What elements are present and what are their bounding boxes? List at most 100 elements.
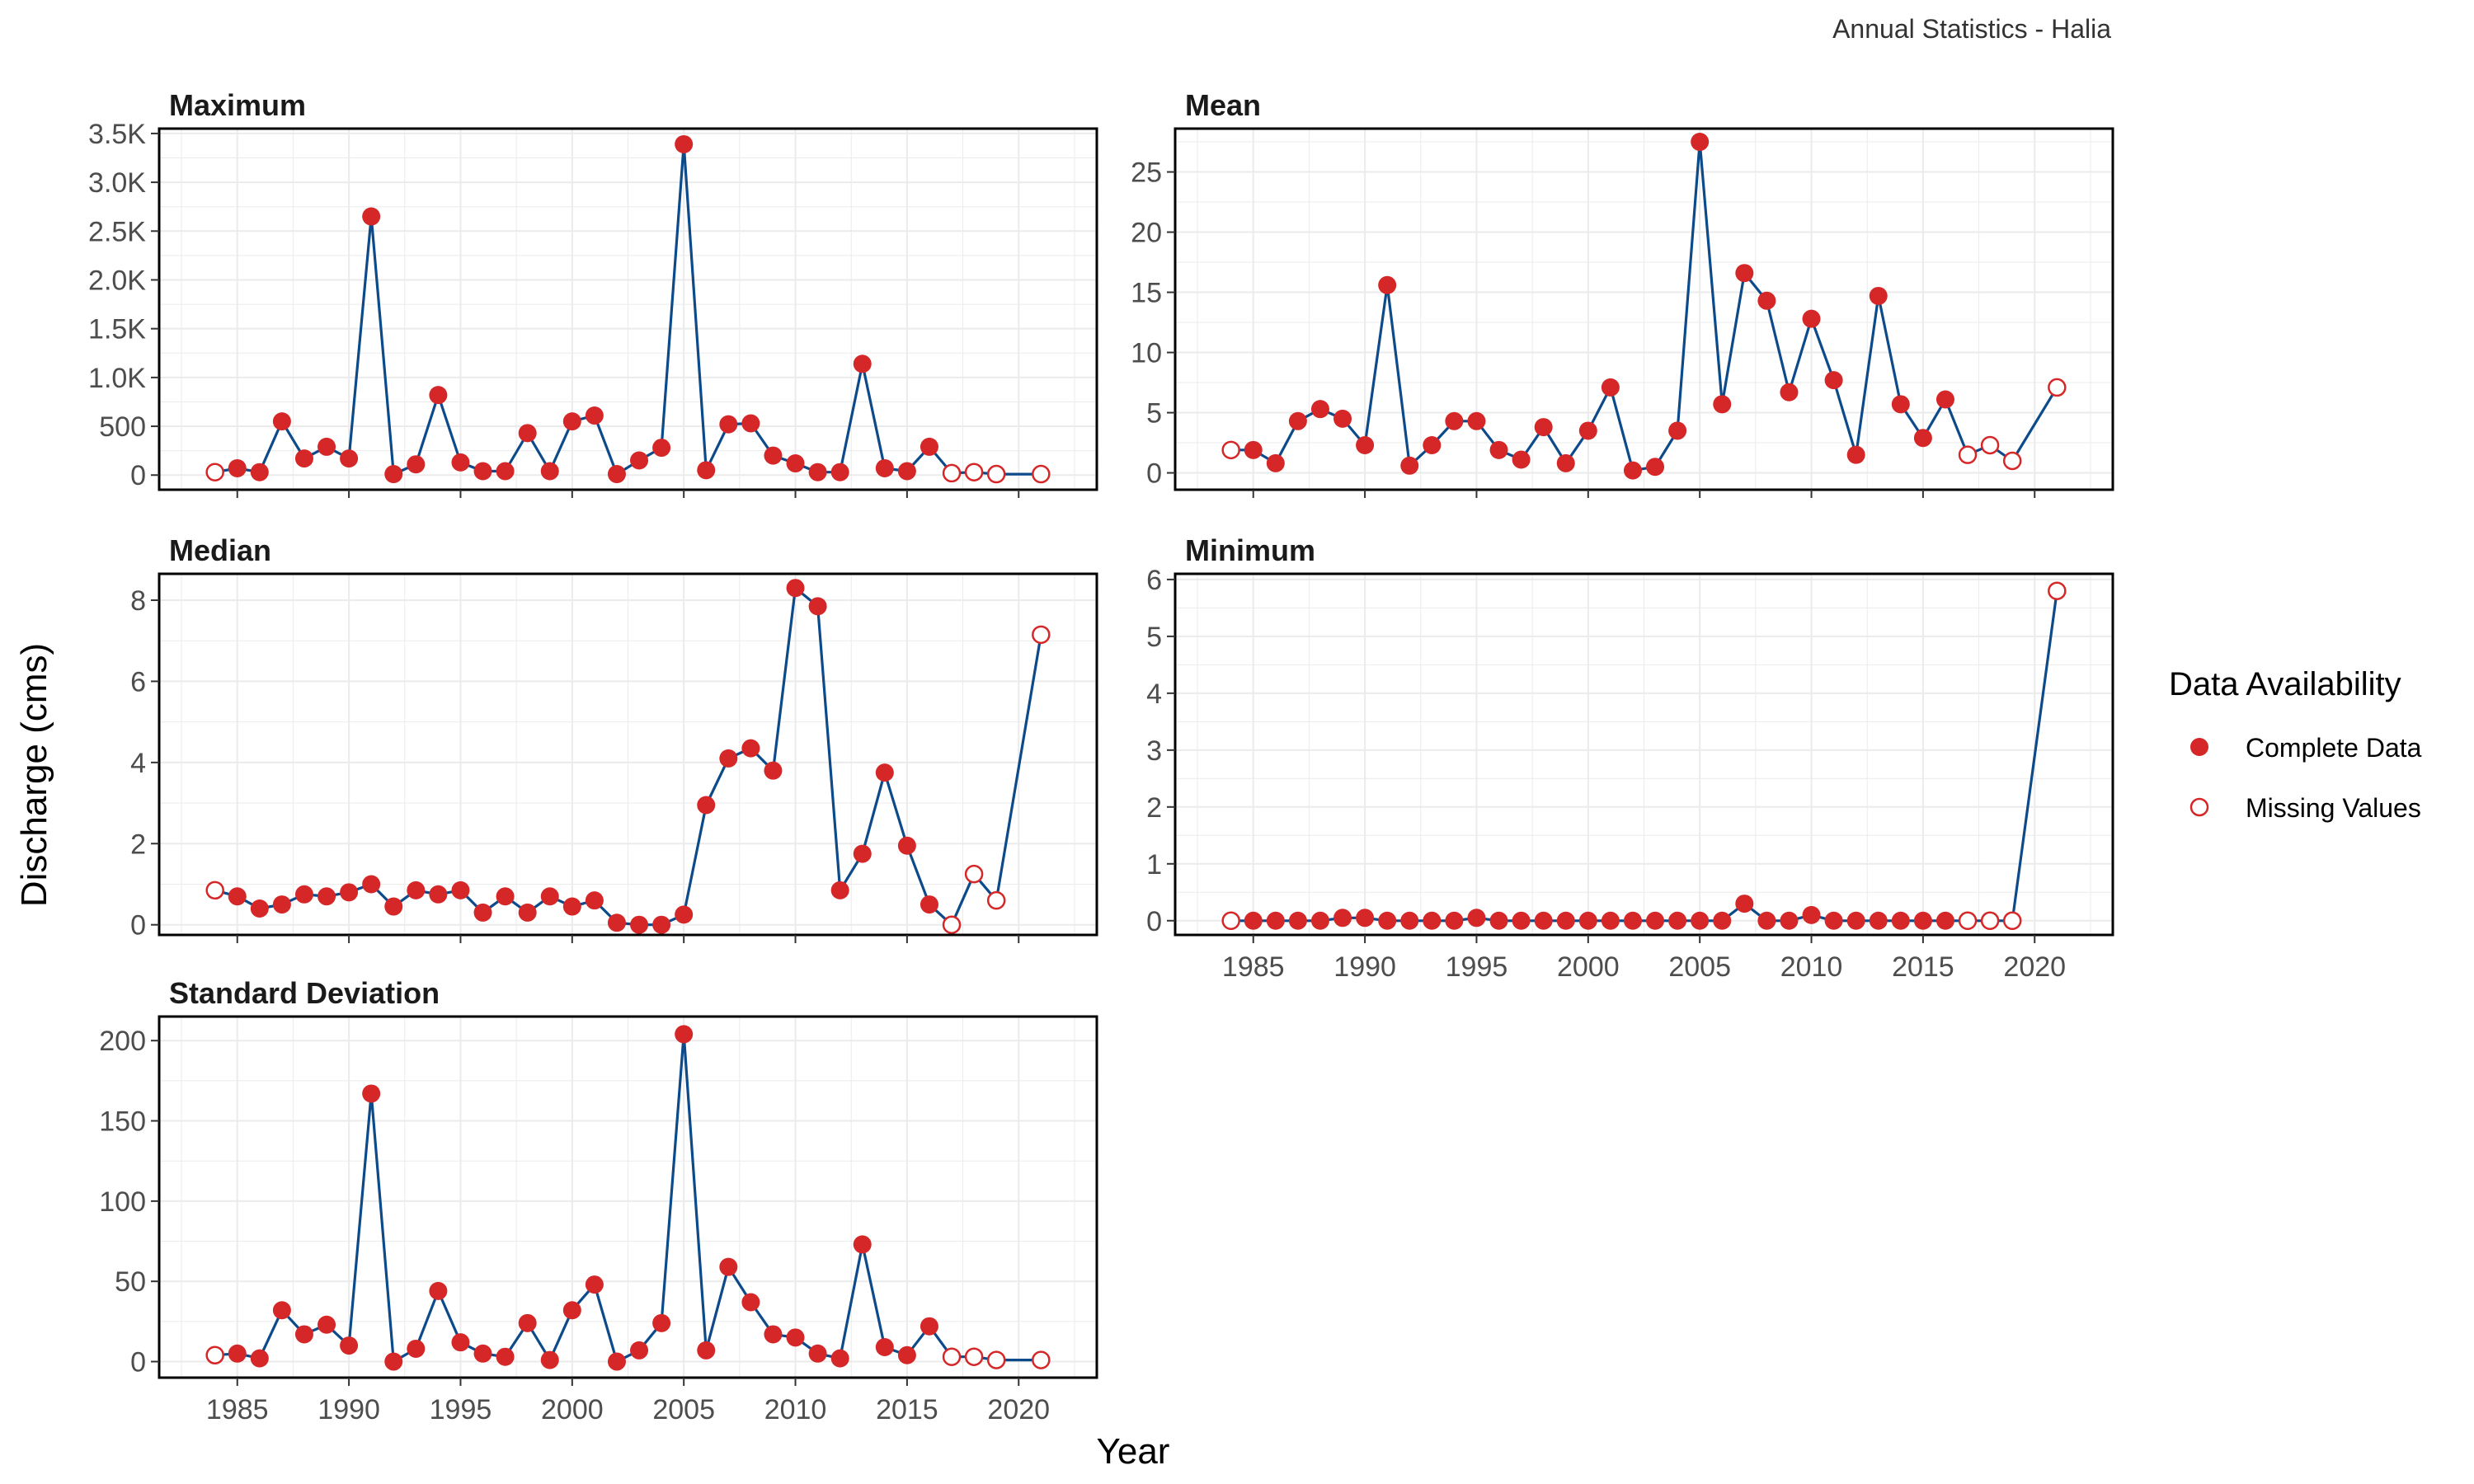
data-point-complete [1556,453,1575,472]
data-point-complete [340,1336,359,1355]
y-tick-label: 0 [130,910,146,942]
data-point-complete [1356,435,1375,454]
data-point-complete [272,1301,291,1320]
data-point-complete [1824,911,1843,930]
gridlines [1175,574,2113,935]
gridlines [1175,129,2113,490]
data-point-missing [1980,911,2000,931]
y-tick-label: 1 [1146,849,1162,881]
data-point-complete [920,895,938,914]
data-point-complete [920,437,938,456]
data-point-complete [1333,409,1352,428]
y-tick-label: 50 [115,1266,146,1298]
x-tick-label: 2020 [987,1394,1050,1425]
y-tick-label: 500 [99,411,146,443]
panel-border [158,1015,1098,1379]
data-point-complete [786,579,805,598]
data-point-complete [518,903,537,922]
data-point-complete [1802,309,1821,328]
data-point-complete [562,897,581,916]
data-point-complete [1489,911,1508,930]
data-point-missing [964,864,984,884]
x-tick-label: 1990 [317,1394,380,1425]
legend-label-missing: Missing Values [2246,793,2421,823]
data-point-complete [1244,911,1263,930]
data-point-complete [764,761,783,780]
data-point-complete [473,1344,492,1363]
data-point-complete [317,437,336,456]
data-point-complete [1445,411,1464,430]
panel-1: Mean 0 5 10 15 20 25 [1131,88,2114,498]
data-point-complete [585,406,604,425]
data-point-complete [1288,411,1307,430]
data-point-complete [294,1325,313,1344]
y-tick-label: 200 [99,1026,146,1057]
data-point-complete [1780,911,1799,930]
data-point-complete [272,412,291,431]
x-tick-label: 1985 [206,1394,269,1425]
data-point-complete [1846,911,1865,930]
data-point-complete [1646,458,1665,477]
panel-title: Minimum [1185,533,1315,567]
y-tick-label: 5 [1146,398,1162,430]
data-point-missing [986,890,1006,910]
data-point-missing [964,463,984,481]
data-point-complete [1891,395,1910,414]
data-point-complete [1691,911,1710,930]
data-point-complete [228,887,247,906]
data-point-complete [697,1341,716,1360]
y-tick-label: 3 [1146,735,1162,767]
data-point-complete [473,903,492,922]
y-tick-label: 20 [1131,218,1162,249]
y-tick-label: 1.5K [88,314,146,345]
panel-3: Minimum 0 1 2 3 4 5 6 1985 1990 1995 2000 2005 2010 20… [1146,533,2114,983]
data-point-complete [607,465,626,484]
data-point-complete [1512,450,1531,469]
data-point-complete [496,462,515,481]
data-point-complete [875,1338,894,1357]
y-tick-label: 5 [1146,622,1162,653]
data-point-complete [741,739,760,758]
data-point-complete [675,134,694,153]
data-point-complete [1578,911,1597,930]
data-point-complete [1869,286,1888,305]
data-point-complete [1757,911,1776,930]
data-point-complete [1713,911,1732,930]
data-point-missing [942,915,962,934]
data-point-complete [697,461,716,480]
data-point-complete [764,446,783,465]
y-tick-label: 2 [130,829,146,860]
data-point-complete [697,796,716,815]
data-point-missing [964,1347,984,1366]
data-point-complete [652,1313,671,1332]
data-point-missing [1958,445,1978,464]
data-point-complete [1646,911,1665,930]
data-point-complete [830,881,849,899]
data-point-complete [407,455,426,474]
data-point-complete [897,462,916,481]
data-point-missing [2002,451,2022,471]
data-point-complete [272,895,291,914]
data-point-missing [1958,911,1978,931]
data-point-complete [1668,421,1687,440]
data-point-complete [540,887,559,906]
data-point-complete [652,439,671,458]
gridlines [159,1017,1097,1378]
panel-title: Mean [1185,88,1261,122]
panel-2: Median 0 2 4 6 8 [130,533,1098,943]
panel-title: Median [169,533,271,567]
legend-key-filled-point [2190,738,2208,756]
data-point-missing [2048,581,2067,600]
data-point-missing [986,1350,1006,1369]
data-point-missing [1032,625,1051,645]
x-tick-label: 2005 [1668,951,1731,983]
y-tick-label: 6 [1146,565,1162,596]
data-point-complete [429,386,448,405]
x-tick-label: 2000 [541,1394,604,1425]
data-point-complete [808,463,827,481]
data-point-complete [585,891,604,910]
panel-border [158,127,1098,491]
data-point-complete [451,453,470,472]
data-point-complete [1735,264,1754,283]
